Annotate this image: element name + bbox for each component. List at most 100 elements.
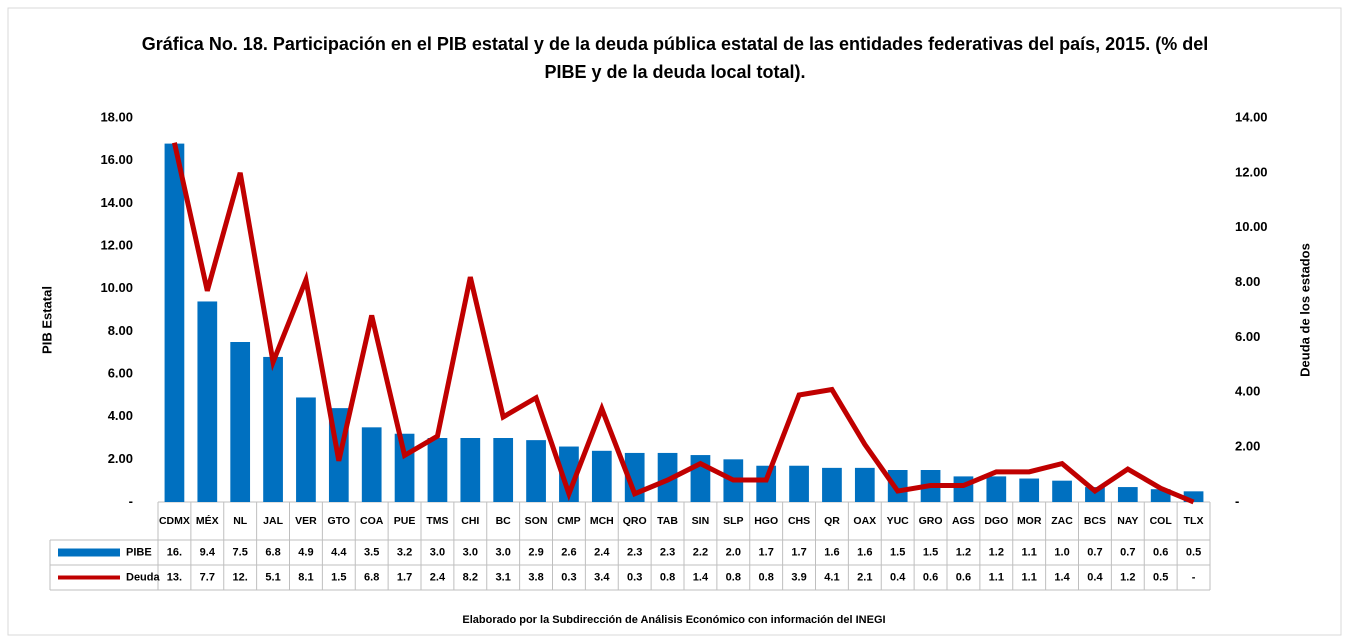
table-value: 0.6 bbox=[923, 571, 938, 583]
x-tick-label: NAY bbox=[1117, 515, 1138, 527]
bar bbox=[1019, 478, 1040, 502]
y2-tick-label: 10.00 bbox=[1235, 219, 1268, 234]
bar bbox=[591, 450, 612, 502]
table-value: 0.6 bbox=[1153, 546, 1168, 558]
bar bbox=[1085, 487, 1105, 502]
table-value: 1.4 bbox=[1054, 571, 1070, 583]
y-tick-label: - bbox=[129, 493, 133, 508]
x-tick-label: CMP bbox=[557, 515, 580, 527]
bar bbox=[164, 143, 185, 502]
table-value: 1.7 bbox=[397, 571, 412, 583]
bar bbox=[986, 476, 1007, 502]
x-tick-label: BC bbox=[496, 515, 512, 527]
table-value: - bbox=[1192, 571, 1196, 583]
table-value: 5.1 bbox=[265, 571, 280, 583]
y-tick-label: 12.00 bbox=[100, 237, 133, 252]
y-tick-label: 6.00 bbox=[108, 365, 133, 380]
x-tick-label: AGS bbox=[952, 515, 975, 527]
bar bbox=[197, 301, 218, 502]
table-value: 2.3 bbox=[660, 546, 675, 558]
table-value: 6.8 bbox=[364, 571, 379, 583]
table-value: 1.1 bbox=[1022, 546, 1037, 558]
table-value: 1.5 bbox=[331, 571, 346, 583]
table-value: 8.2 bbox=[463, 571, 478, 583]
table-value: 0.5 bbox=[1153, 571, 1168, 583]
table-value: 0.8 bbox=[759, 571, 774, 583]
table-value: 1.1 bbox=[1022, 571, 1037, 583]
table-value: 2.4 bbox=[594, 546, 610, 558]
y2-axis-title: Deuda de los estados bbox=[1297, 243, 1312, 377]
x-tick-label: QRO bbox=[623, 515, 647, 527]
bar bbox=[789, 465, 809, 502]
y-tick-label: 16.00 bbox=[100, 152, 133, 167]
table-value: 16. bbox=[167, 546, 182, 558]
table-value: 2.1 bbox=[857, 571, 872, 583]
source-note: Elaborado por la Subdirección de Análisi… bbox=[462, 614, 885, 626]
bar bbox=[854, 467, 875, 502]
table-value: 1.2 bbox=[989, 546, 1004, 558]
y2-tick-label: 2.00 bbox=[1235, 439, 1260, 454]
table-value: 3.0 bbox=[430, 546, 445, 558]
x-tick-label: GRO bbox=[919, 515, 943, 527]
table-value: 2.6 bbox=[561, 546, 576, 558]
chart-title: Gráfica No. 18. Participación en el PIB … bbox=[141, 34, 1209, 82]
x-tick-label: HGO bbox=[754, 515, 778, 527]
table-value: 3.0 bbox=[463, 546, 478, 558]
legend-label: Deuda bbox=[126, 571, 161, 583]
table-value: 1.5 bbox=[923, 546, 938, 558]
table-value: 13. bbox=[167, 571, 182, 583]
table-value: 0.4 bbox=[1087, 571, 1103, 583]
x-tick-label: CHS bbox=[788, 515, 810, 527]
line-series bbox=[171, 142, 1195, 505]
table-value: 6.8 bbox=[265, 546, 280, 558]
y2-tick-label: 12.00 bbox=[1235, 164, 1268, 179]
table-value: 1.2 bbox=[1120, 571, 1135, 583]
table-value: 9.4 bbox=[200, 546, 216, 558]
y2-tick-label: 6.00 bbox=[1235, 329, 1260, 344]
bar bbox=[263, 356, 283, 502]
table-value: 0.6 bbox=[956, 571, 971, 583]
bar bbox=[1117, 487, 1138, 502]
bar bbox=[296, 397, 316, 502]
table-value: 1.2 bbox=[956, 546, 971, 558]
x-tick-label: NL bbox=[233, 515, 248, 527]
x-tick-label: PUE bbox=[394, 515, 416, 527]
table-value: 8.1 bbox=[298, 571, 313, 583]
bar bbox=[1183, 491, 1204, 502]
table-value: 3.0 bbox=[496, 546, 511, 558]
x-tick-label: JAL bbox=[263, 515, 283, 527]
x-tick-label: YUC bbox=[887, 515, 910, 527]
table-value: 7.7 bbox=[200, 571, 215, 583]
x-tick-label: TLX bbox=[1184, 515, 1204, 527]
table-value: 3.5 bbox=[364, 546, 379, 558]
x-tick-label: SON bbox=[525, 515, 548, 527]
x-tick-label: GTO bbox=[328, 515, 351, 527]
x-tick-label: COL bbox=[1150, 515, 1173, 527]
legend-label: PIBE bbox=[126, 546, 152, 558]
bar bbox=[887, 470, 908, 502]
y-tick-label: 10.00 bbox=[100, 280, 133, 295]
table-value: 2.2 bbox=[693, 546, 708, 558]
legend-swatch bbox=[58, 548, 120, 557]
x-tick-label: BCS bbox=[1084, 515, 1106, 527]
table-value: 4.9 bbox=[298, 546, 313, 558]
y-tick-label: 18.00 bbox=[100, 109, 133, 124]
table-value: 3.9 bbox=[791, 571, 806, 583]
bar bbox=[1052, 480, 1072, 502]
y2-tick-label: 4.00 bbox=[1235, 384, 1260, 399]
table-value: 2.3 bbox=[627, 546, 642, 558]
table-value: 1.4 bbox=[693, 571, 709, 583]
bar bbox=[822, 467, 842, 502]
bar bbox=[559, 446, 579, 502]
x-tick-label: DGO bbox=[984, 515, 1008, 527]
table-value: 1.5 bbox=[890, 546, 905, 558]
bar bbox=[460, 438, 481, 502]
bar bbox=[526, 440, 546, 502]
table-value: 1.0 bbox=[1054, 546, 1069, 558]
bar bbox=[427, 438, 448, 502]
y-tick-label: 2.00 bbox=[108, 451, 133, 466]
y-tick-label: 8.00 bbox=[108, 323, 133, 338]
table-value: 4.1 bbox=[824, 571, 839, 583]
